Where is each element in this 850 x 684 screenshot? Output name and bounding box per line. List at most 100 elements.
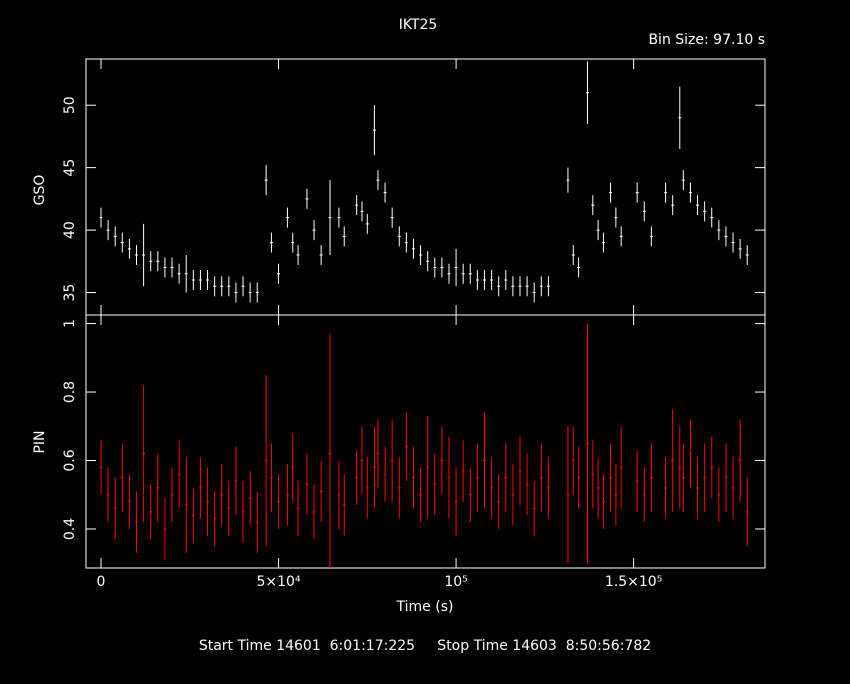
data-point [454, 467, 458, 536]
data-point [591, 195, 595, 216]
data-point [724, 443, 728, 512]
data-point [365, 457, 369, 519]
data-point [156, 453, 160, 523]
data-point [490, 457, 494, 519]
data-point [337, 207, 341, 228]
data-point [135, 491, 139, 553]
data-point [411, 238, 415, 259]
data-point [688, 419, 692, 488]
data-point [328, 180, 332, 256]
data-point [319, 245, 323, 266]
data-point [497, 276, 501, 297]
data-point [269, 443, 273, 512]
data-point [397, 457, 401, 519]
data-point [475, 270, 479, 291]
data-point [678, 86, 682, 149]
data-point [433, 453, 437, 516]
data-point [248, 282, 252, 303]
data-point [447, 436, 451, 519]
data-point [177, 439, 181, 509]
data-point [546, 276, 550, 297]
data-point [596, 457, 600, 519]
data-point [163, 257, 167, 278]
data-point [184, 255, 188, 293]
time-footer: Start Time 14601 6:01:17:225 Stop Time 1… [199, 638, 651, 654]
data-point [312, 220, 316, 241]
data-point [426, 415, 430, 519]
data-point [149, 484, 153, 540]
data-point [671, 409, 675, 512]
data-point [482, 412, 486, 509]
data-point [585, 323, 589, 564]
data-point [591, 439, 595, 509]
data-point [255, 491, 259, 553]
data-point [696, 457, 700, 519]
chart-title: IKT25 [399, 17, 438, 33]
data-point [539, 443, 543, 512]
data-point [360, 201, 364, 222]
data-point [440, 426, 444, 495]
data-point [468, 263, 472, 284]
y-tick-label: 45 [62, 159, 78, 177]
data-point [497, 474, 501, 529]
data-point [596, 220, 600, 241]
data-point [99, 439, 103, 495]
data-point [404, 232, 408, 253]
x-tick-label: 0 [97, 574, 106, 590]
data-point [539, 276, 543, 297]
data-point [577, 446, 581, 509]
data-point [454, 248, 458, 287]
data-point [703, 201, 707, 222]
data-point [291, 232, 295, 253]
data-point [525, 453, 529, 516]
y-tick-label: 40 [62, 221, 78, 239]
data-point [383, 182, 387, 203]
y-axis-label: PIN [32, 430, 48, 453]
data-point [433, 257, 437, 278]
data-point [149, 251, 153, 272]
data-point [213, 491, 217, 547]
data-point [360, 426, 364, 495]
data-point [601, 474, 605, 529]
data-point [745, 477, 749, 547]
data-point [609, 182, 613, 203]
data-point [738, 419, 742, 502]
data-point [619, 226, 623, 247]
y-tick-label: 0.6 [62, 449, 78, 471]
data-point [681, 443, 685, 512]
data-point [319, 460, 323, 523]
data-point [120, 232, 124, 253]
data-point [724, 226, 728, 247]
y-tick-label: 50 [62, 96, 78, 114]
x-axis-label: Time (s) [396, 599, 454, 615]
data-point [328, 333, 332, 568]
data-point [241, 276, 245, 297]
data-point [745, 245, 749, 266]
data-point [277, 474, 281, 529]
data-point [461, 439, 465, 502]
data-point [710, 207, 714, 228]
data-point [532, 282, 536, 303]
bin-size: Bin Size: 97.10 s [648, 32, 765, 48]
data-point [664, 457, 668, 519]
data-point [601, 232, 605, 253]
data-point [577, 257, 581, 278]
data-point [642, 467, 646, 523]
data-point [337, 460, 341, 529]
data-point [426, 251, 430, 272]
data-point [566, 167, 570, 193]
data-point [264, 165, 268, 196]
data-point [264, 374, 268, 547]
data-point [296, 481, 300, 536]
data-point [285, 207, 289, 228]
data-point [113, 477, 117, 540]
data-point [518, 276, 522, 297]
y-tick-label: 35 [62, 284, 78, 302]
data-point [664, 182, 668, 203]
y-axis-label: GSO [32, 175, 48, 206]
data-point [342, 226, 346, 247]
data-point [717, 220, 721, 241]
data-point [248, 470, 252, 526]
data-point [731, 232, 735, 253]
data-point [170, 257, 174, 278]
